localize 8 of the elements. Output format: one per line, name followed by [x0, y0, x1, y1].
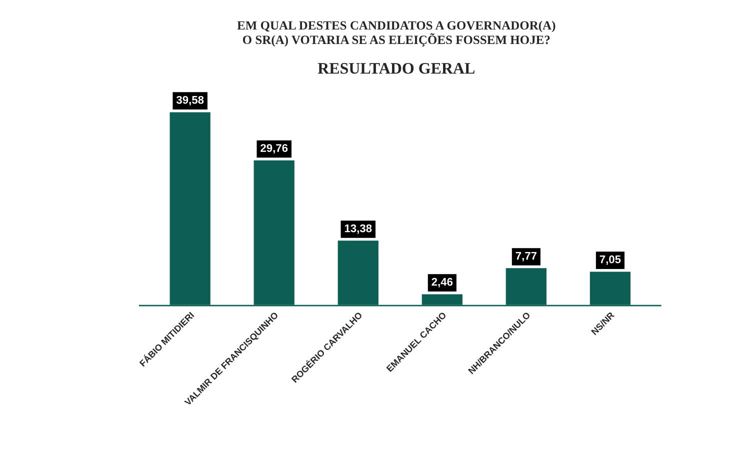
data-label: 13,38	[344, 224, 372, 234]
data-label: 7,05	[600, 255, 621, 265]
chart-subtitle: RESULTADO GERAL	[318, 63, 474, 74]
data-label: 39,58	[176, 96, 204, 106]
data-label: 2,46	[432, 278, 453, 288]
chart-title: EM QUAL DESTES CANDIDATOS A GOVERNADOR(A) O SR(A) VOTARIA SE AS ELEIÇÕES FOSSEM HOJE?	[237, 20, 556, 47]
data-label: 29,76	[260, 144, 288, 154]
data-label: 7,77	[516, 252, 537, 262]
